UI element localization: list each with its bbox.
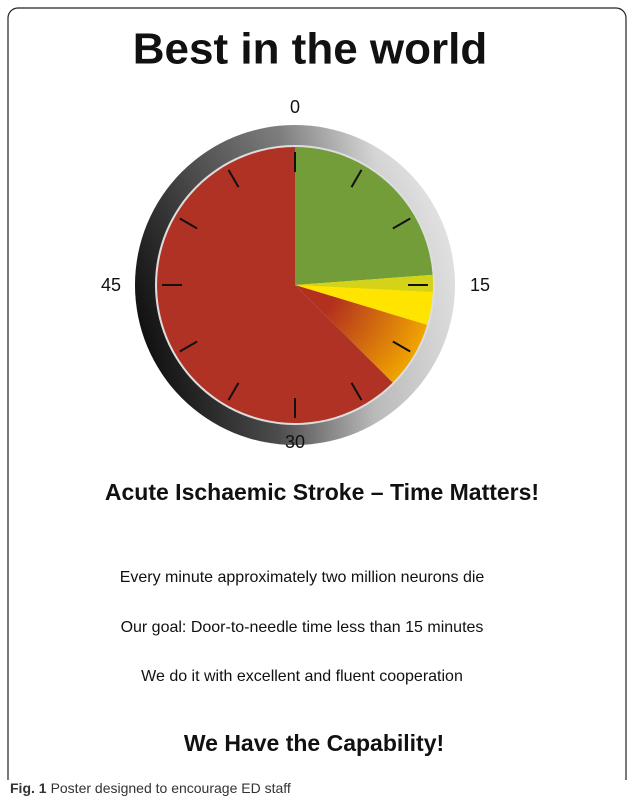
caption-label: Fig. 1	[10, 780, 47, 796]
title: Best in the world	[133, 25, 487, 74]
caption-text: Poster designed to encourage ED staff	[50, 780, 291, 796]
clock-label: 45	[101, 275, 121, 295]
clock-tick	[350, 169, 363, 188]
clock-tick	[179, 217, 198, 230]
clock-tick	[227, 382, 240, 401]
clock-tick	[392, 340, 411, 353]
green-sector	[295, 147, 433, 285]
poster: Best in the world 0 15 30 45 Acute Ischa…	[7, 7, 627, 799]
clock-tick	[179, 340, 198, 353]
clock-label: 30	[285, 432, 305, 452]
clock-label: 0	[290, 97, 300, 117]
closing: We Have the Capability!	[184, 730, 444, 756]
blend	[295, 274, 434, 292]
red-sector	[157, 147, 393, 423]
clock-tick	[392, 217, 411, 230]
clock-tick	[350, 382, 363, 401]
clock-tick	[227, 169, 240, 188]
text-line: Every minute approximately two million n…	[120, 569, 485, 586]
orange-sector	[295, 285, 428, 383]
clock-label: 15	[470, 275, 490, 295]
text-line: We do it with excellent and fluent coope…	[141, 668, 463, 685]
caption: Fig. 1 Poster designed to encourage ED st…	[10, 780, 291, 796]
text-line: Our goal: Door-to-needle time less than …	[121, 619, 484, 636]
headline: Acute Ischaemic Stroke – Time Matters!	[105, 479, 539, 505]
